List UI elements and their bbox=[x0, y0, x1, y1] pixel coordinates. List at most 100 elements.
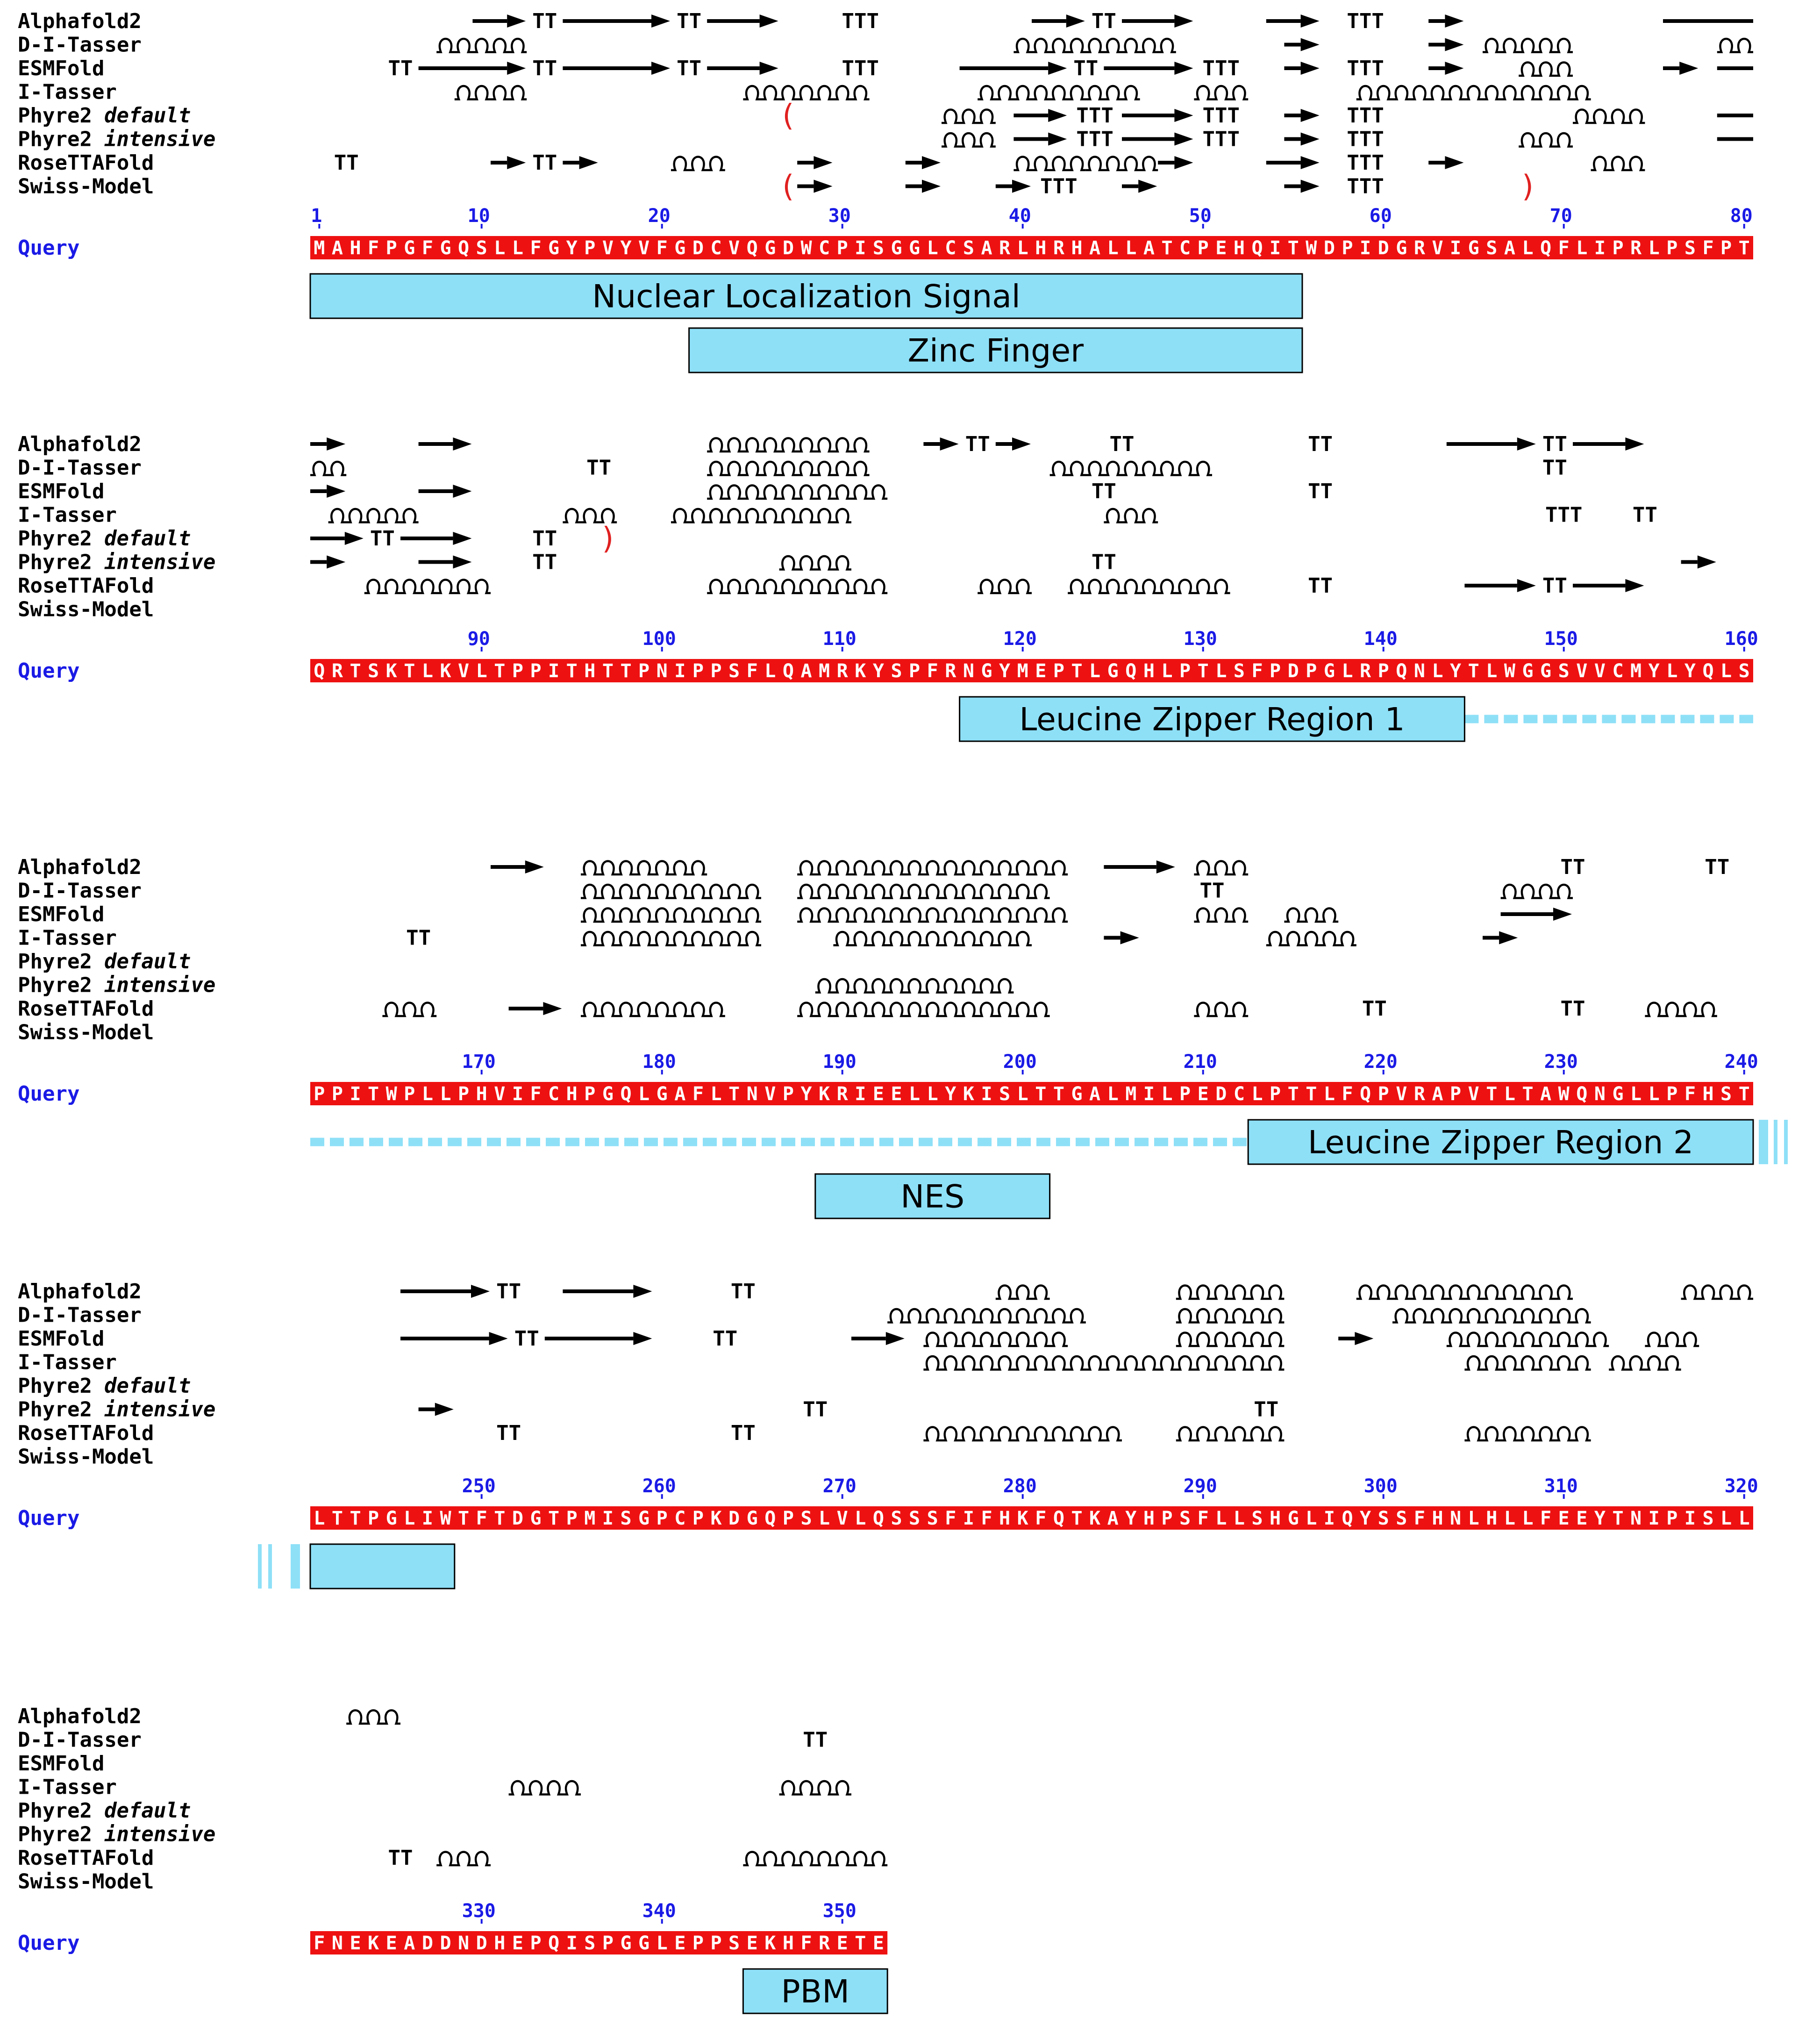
turn-marker: TT bbox=[677, 9, 701, 33]
turn-marker: TTT bbox=[1347, 57, 1384, 80]
alpha-helix-coil bbox=[436, 37, 527, 53]
alpha-helix-coil bbox=[1104, 508, 1158, 523]
alpha-helix-coil bbox=[1068, 579, 1230, 594]
alpha-helix-coil bbox=[1446, 1332, 1609, 1347]
alpha-helix-coil bbox=[671, 156, 725, 172]
position-tick: 270 bbox=[823, 1475, 856, 1497]
query-label: Query bbox=[18, 1506, 79, 1530]
turn-marker: TT bbox=[496, 1421, 521, 1445]
method-name: Alphafold2 bbox=[18, 855, 142, 879]
domain-break-bar bbox=[268, 1544, 272, 1589]
beta-strand-arrow bbox=[1158, 156, 1193, 169]
alpha-helix-coil bbox=[1194, 907, 1249, 923]
beta-strand-arrow bbox=[508, 1002, 562, 1015]
beta-strand-arrow bbox=[1573, 437, 1644, 451]
method-name: Swiss-Model bbox=[18, 598, 154, 622]
domain-break-bar bbox=[1784, 1120, 1788, 1164]
method-label: Alphafold2 bbox=[18, 855, 142, 879]
beta-strand-arrow bbox=[1104, 62, 1193, 75]
alpha-helix-coil bbox=[1573, 108, 1645, 124]
turn-marker: TT bbox=[514, 1327, 539, 1351]
tick-mark bbox=[661, 1919, 663, 1924]
tick-mark bbox=[841, 1919, 843, 1924]
tick-mark bbox=[1202, 1494, 1204, 1499]
turn-marker: TT bbox=[1362, 997, 1387, 1021]
beta-strand-arrow bbox=[1284, 132, 1320, 146]
beta-strand-arrow bbox=[797, 179, 833, 193]
method-name: Phyre2 bbox=[18, 1823, 92, 1847]
turn-marker: TTT bbox=[842, 9, 879, 33]
method-variant: intensive bbox=[104, 1823, 215, 1847]
method-name: I-Tasser bbox=[18, 926, 117, 950]
beta-strand-arrow bbox=[1266, 156, 1320, 169]
method-name: D-I-Tasser bbox=[18, 1728, 142, 1752]
tick-mark bbox=[1202, 647, 1204, 651]
beta-strand-arrow bbox=[1104, 931, 1139, 945]
gap-parenthesis: ) bbox=[1522, 170, 1534, 204]
turn-marker: TT bbox=[1200, 879, 1225, 903]
beta-strand-arrow bbox=[491, 860, 544, 873]
turn-marker: TT bbox=[370, 527, 395, 551]
beta-strand-arrow bbox=[1013, 109, 1067, 122]
domain-box bbox=[258, 1543, 456, 1589]
alpha-helix-coil bbox=[1609, 1355, 1681, 1371]
alpha-helix-coil bbox=[436, 1851, 491, 1867]
alpha-helix-coil bbox=[346, 1709, 400, 1725]
position-tick: 220 bbox=[1364, 1051, 1398, 1073]
tick-mark bbox=[841, 1494, 843, 1499]
method-variant: default bbox=[104, 1374, 191, 1398]
turn-marker: TT bbox=[1073, 57, 1098, 80]
position-tick: 50 bbox=[1189, 205, 1212, 227]
alpha-helix-coil bbox=[1519, 132, 1573, 148]
alpha-helix-coil bbox=[581, 907, 761, 923]
position-tick: 260 bbox=[642, 1475, 676, 1497]
method-name: ESMFold bbox=[18, 1327, 104, 1351]
beta-strand-arrow bbox=[1104, 860, 1175, 873]
turn-marker: TT bbox=[532, 551, 557, 574]
method-name: Alphafold2 bbox=[18, 432, 142, 456]
alpha-helix-coil bbox=[978, 579, 1032, 594]
alpha-helix-coil bbox=[743, 85, 870, 100]
method-label: ESMFold bbox=[18, 902, 104, 926]
alpha-helix-coil bbox=[779, 1780, 851, 1796]
tick-mark bbox=[1743, 1494, 1745, 1499]
turn-marker: TT bbox=[1110, 432, 1135, 456]
tick-mark bbox=[318, 224, 321, 229]
alpha-helix-coil bbox=[797, 883, 1050, 899]
turn-marker: TTT bbox=[1347, 9, 1384, 33]
method-variant: default bbox=[104, 104, 191, 128]
turn-marker: TT bbox=[586, 456, 611, 480]
alpha-helix-coil bbox=[887, 1308, 1086, 1324]
method-label: ESMFold bbox=[18, 1327, 104, 1351]
position-tick: 130 bbox=[1184, 628, 1217, 650]
position-tick: 180 bbox=[642, 1051, 676, 1073]
turn-marker: TT bbox=[1308, 574, 1333, 598]
alpha-helix-coil bbox=[581, 1002, 725, 1017]
turn-marker: TT bbox=[532, 527, 557, 551]
alpha-helix-coil bbox=[1356, 85, 1591, 100]
method-name: RoseTTAFold bbox=[18, 574, 154, 598]
beta-strand-arrow bbox=[1284, 179, 1320, 193]
position-tick: 60 bbox=[1370, 205, 1392, 227]
method-label: Swiss-Model bbox=[18, 175, 154, 199]
tick-mark bbox=[1743, 224, 1745, 229]
beta-strand-arrow bbox=[1122, 179, 1157, 193]
turn-marker: TT bbox=[1561, 855, 1585, 879]
beta-strand-arrow bbox=[1428, 38, 1464, 51]
method-name: Swiss-Model bbox=[18, 175, 154, 199]
gap-parenthesis: ) bbox=[602, 522, 614, 556]
tick-mark bbox=[1563, 647, 1565, 651]
method-name: D-I-Tasser bbox=[18, 1303, 142, 1327]
beta-strand-arrow bbox=[418, 485, 472, 498]
turn-marker: TT bbox=[496, 1280, 521, 1303]
method-name: Phyre2 bbox=[18, 974, 92, 997]
method-variant: default bbox=[104, 1799, 191, 1823]
method-label: D-I-Tasser bbox=[18, 879, 142, 903]
alpha-helix-coil bbox=[382, 1002, 437, 1017]
domain-box: NES bbox=[814, 1173, 1051, 1219]
method-label: Swiss-Model bbox=[18, 598, 154, 622]
position-tick: 160 bbox=[1725, 628, 1758, 650]
sequence-bar bbox=[310, 659, 1753, 682]
position-tick: 250 bbox=[462, 1475, 496, 1497]
query-label: Query bbox=[18, 1931, 79, 1955]
